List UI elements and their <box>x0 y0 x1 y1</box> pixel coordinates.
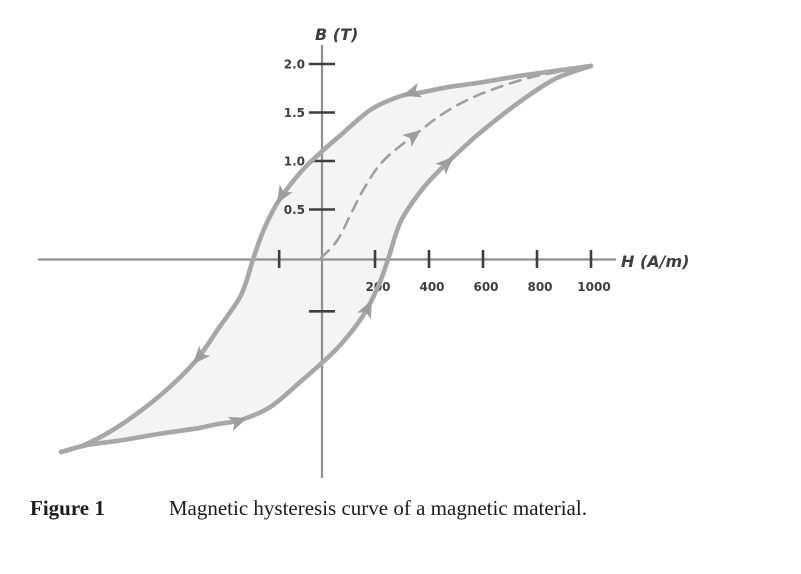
direction-arrow-ascending-branch <box>357 299 372 320</box>
x-tick-label: 600 <box>473 280 498 294</box>
figure-label: Figure 1 <box>30 496 105 520</box>
x-tick-label: 800 <box>527 280 552 294</box>
x-axis-label: H (A/m) <box>621 252 689 271</box>
direction-arrow-descending-branch <box>402 83 423 98</box>
y-tick-label: 1.5 <box>284 106 305 120</box>
direction-arrow-descending-branch <box>276 184 293 204</box>
y-tick-label: 1.0 <box>284 155 305 169</box>
y-axis-label: B (T) <box>315 25 358 44</box>
figure-caption: Figure 1 Magnetic hysteresis curve of a m… <box>30 496 780 521</box>
y-tick-label: 0.5 <box>284 203 305 217</box>
y-tick-label: 2.0 <box>284 58 305 72</box>
figure-caption-text: Magnetic hysteresis curve of a magnetic … <box>168 496 587 520</box>
direction-arrow-ascending-branch <box>227 417 248 432</box>
x-tick-label: 1000 <box>577 280 610 294</box>
descending-branch <box>58 63 594 455</box>
direction-arrow-ascending-branch <box>435 156 454 175</box>
ascending-branch <box>58 63 594 455</box>
direction-arrow-initial-magnetization-curve <box>402 129 421 147</box>
hysteresis-chart-area: 200 400 600 800 1000 0.5 1.0 1.5 2.0 B (T) H (A/m) <box>38 25 689 478</box>
direction-arrow-descending-branch <box>192 345 211 365</box>
x-tick-label: 400 <box>419 280 444 294</box>
